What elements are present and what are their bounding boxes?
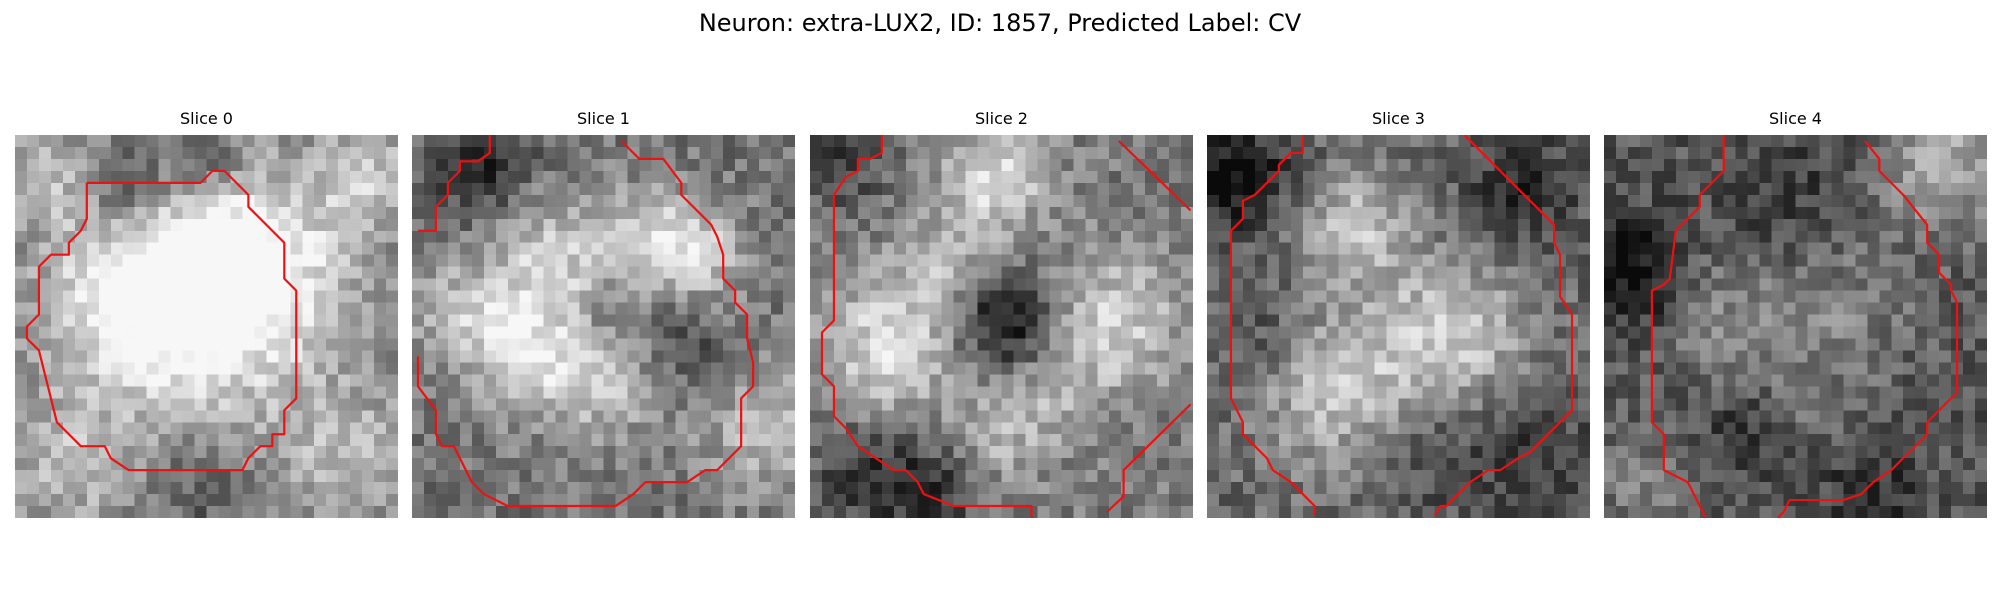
- slice-image-0: [15, 135, 398, 518]
- roi-contour-2c: [1107, 404, 1191, 512]
- slice-title-2: Slice 2: [975, 109, 1028, 128]
- slice-title-3: Slice 3: [1372, 109, 1425, 128]
- roi-contour-1a: [418, 135, 490, 231]
- slice-image-4: [1604, 135, 1987, 518]
- slice-title-4: Slice 4: [1769, 109, 1822, 128]
- slice-panel-1: Slice 1: [412, 108, 795, 518]
- roi-contour-3a: [1231, 135, 1315, 516]
- slice-panel-4: Slice 4: [1604, 108, 1987, 518]
- roi-contour-0: [27, 171, 296, 470]
- slice-image-2: [810, 135, 1193, 518]
- slice-panel-3: Slice 3: [1207, 108, 1590, 518]
- slice-image-3: [1207, 135, 1590, 518]
- roi-contour-2a: [822, 135, 1031, 518]
- slice-title-0: Slice 0: [180, 109, 233, 128]
- slice-title-1: Slice 1: [577, 109, 630, 128]
- roi-contour-4a: [1652, 135, 1724, 518]
- slice-panel-2: Slice 2: [810, 108, 1193, 518]
- roi-contour-3b: [1434, 135, 1572, 516]
- roi-contour-1b: [418, 141, 753, 506]
- slice-image-1: [412, 135, 795, 518]
- slice-panel-0: Slice 0: [15, 108, 398, 518]
- roi-contour-4b: [1778, 141, 1958, 518]
- figure-title: Neuron: extra-LUX2, ID: 1857, Predicted …: [698, 9, 1302, 37]
- roi-contour-2b: [1119, 141, 1191, 210]
